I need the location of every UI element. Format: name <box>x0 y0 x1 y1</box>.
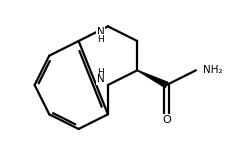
Text: N: N <box>97 74 105 85</box>
Text: N: N <box>97 27 105 37</box>
Text: H: H <box>97 68 104 77</box>
Text: NH₂: NH₂ <box>203 65 223 75</box>
Polygon shape <box>137 70 168 88</box>
Text: O: O <box>162 115 171 125</box>
Text: H: H <box>97 35 104 44</box>
